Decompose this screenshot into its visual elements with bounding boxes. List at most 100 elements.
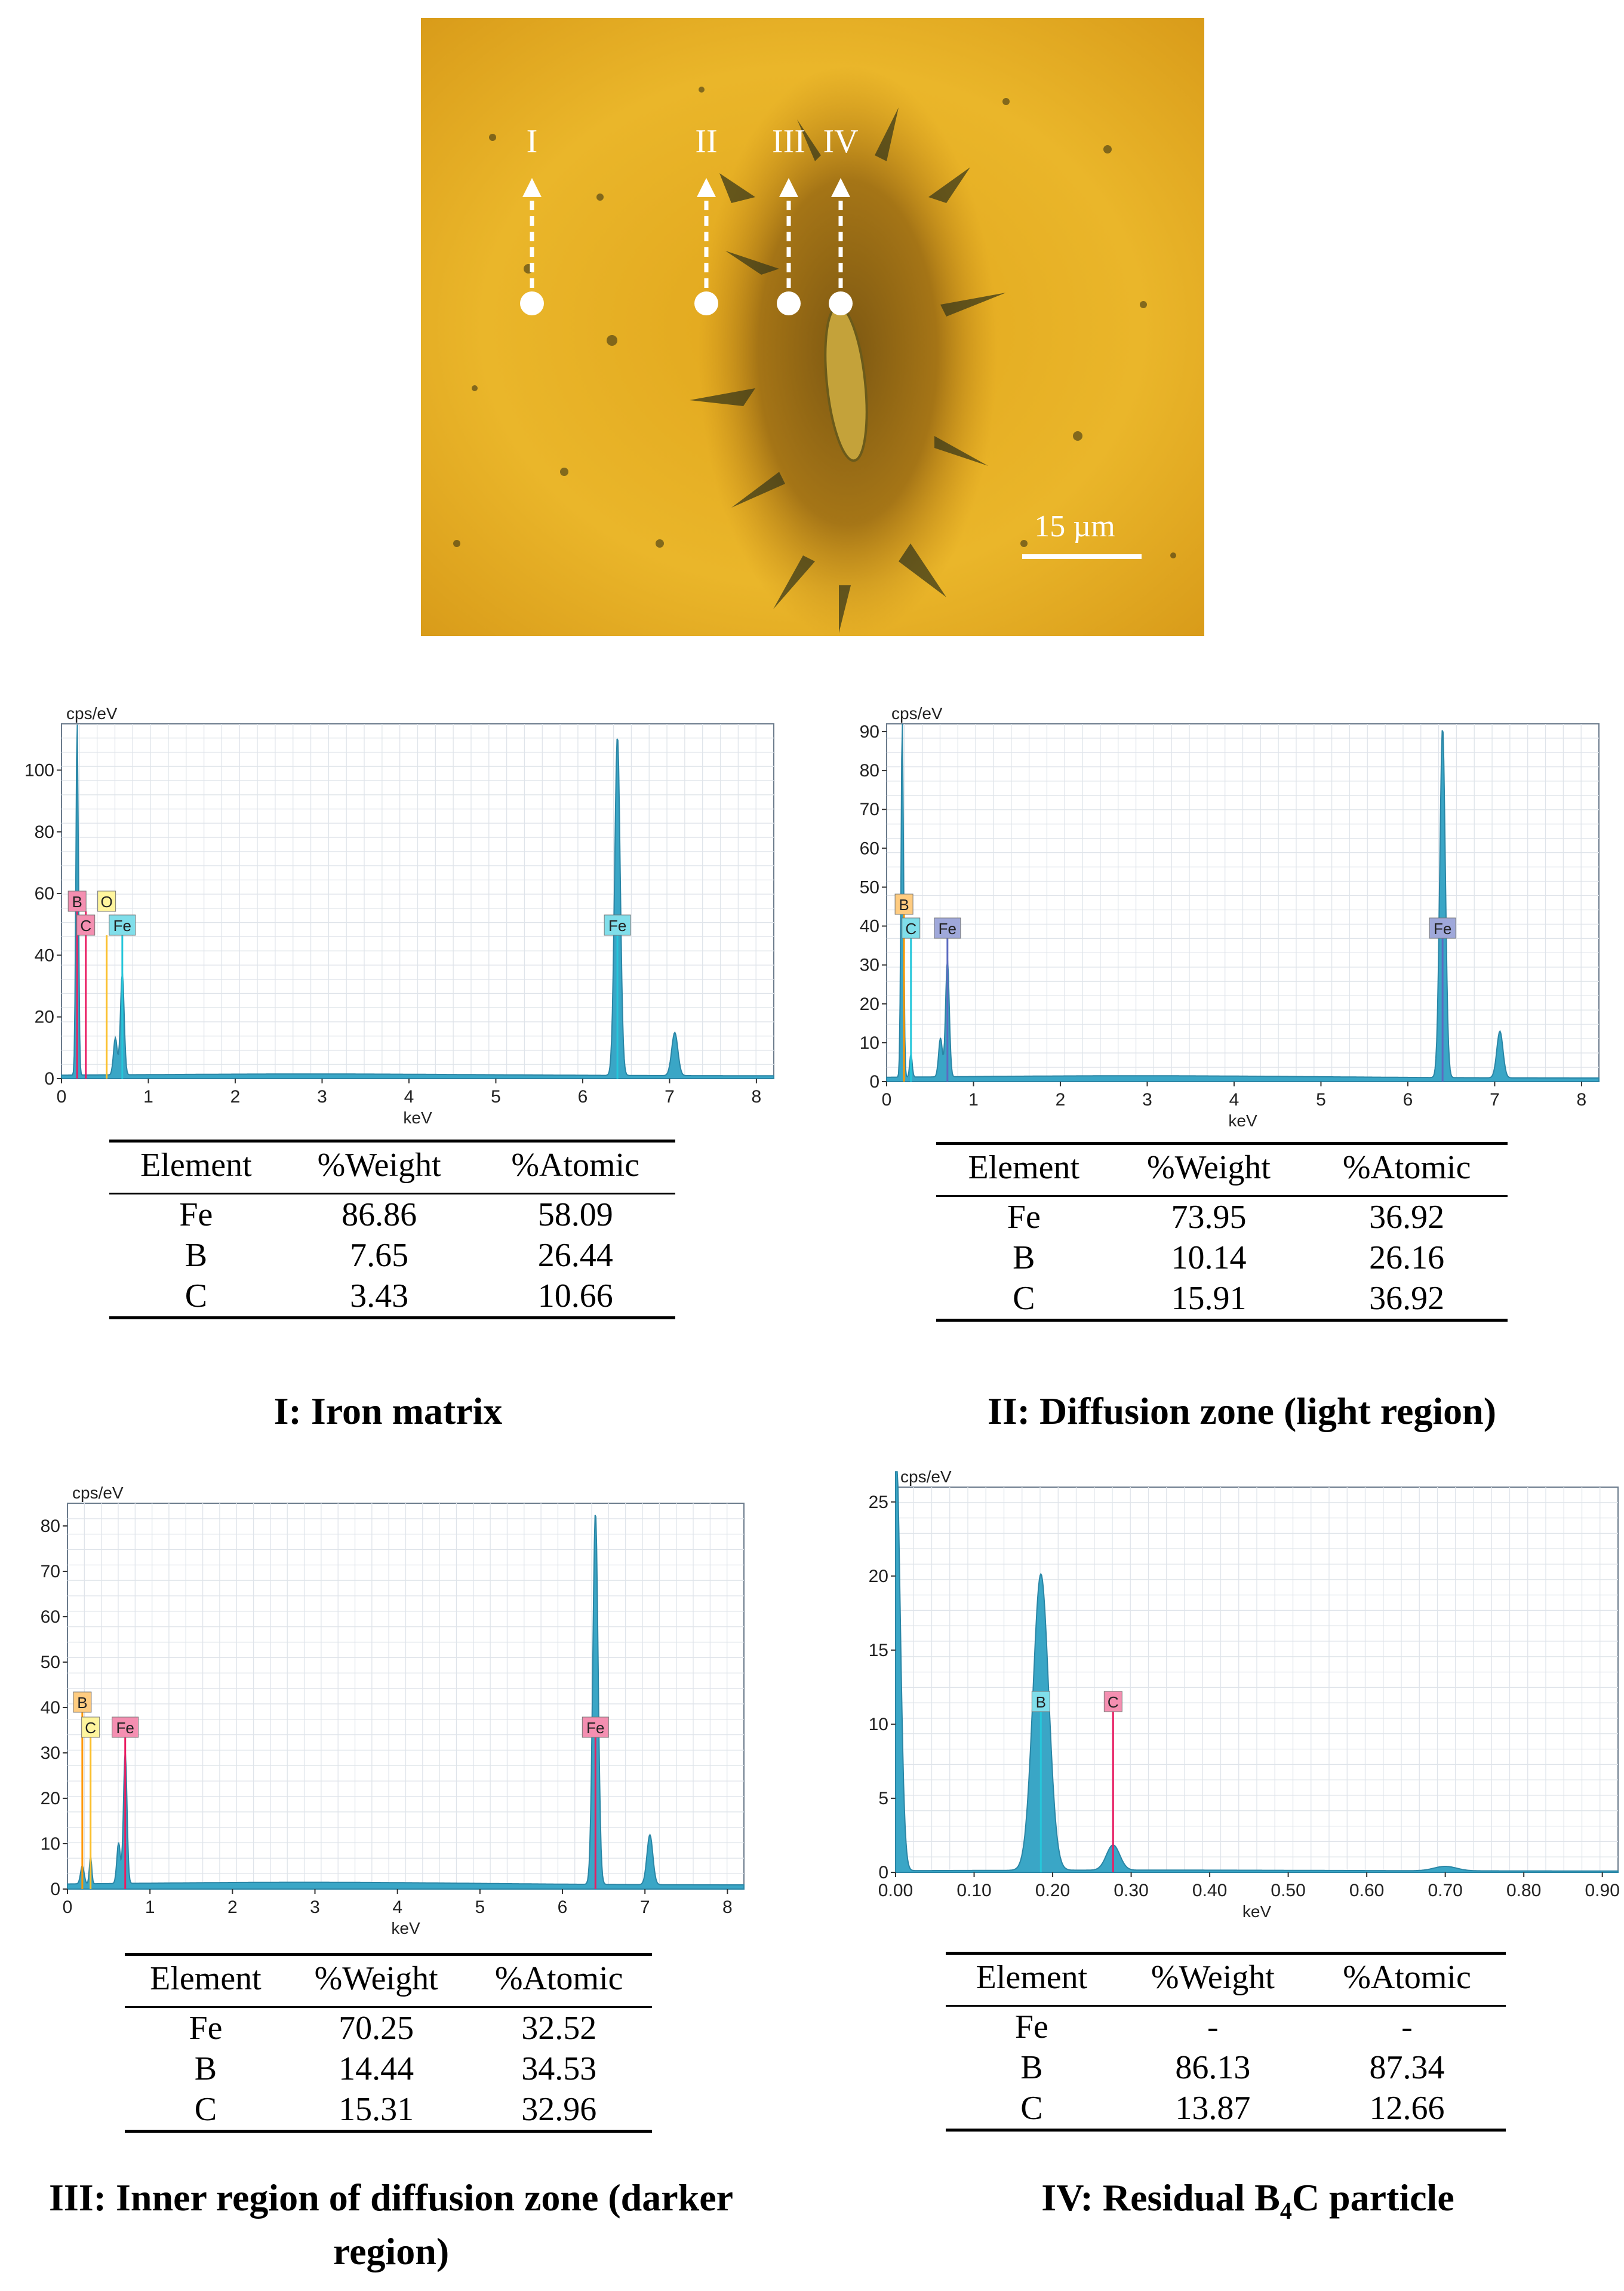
peak-label-box — [76, 914, 96, 936]
table-header-cell: Element — [140, 1147, 252, 1184]
caption-residual-b4c-subscript: 4 — [1279, 2197, 1292, 2224]
micrograph-image: I II III IV 15 µm — [421, 18, 1204, 636]
x-tick-label: 5 — [491, 1087, 501, 1107]
y-tick-label: 10 — [41, 1834, 60, 1854]
y-tick-label: 0 — [869, 1072, 879, 1092]
caption-iron-matrix: I: Iron matrix — [273, 1390, 503, 1432]
table-header-row: Element %Weight %Atomic — [109, 1141, 675, 1194]
y-tick-label: 10 — [860, 1033, 879, 1053]
table-row: C 15.31 32.96 — [125, 2089, 652, 2132]
x-tick-label: 3 — [317, 1087, 327, 1107]
grid — [61, 724, 774, 1079]
caption-residual-b4c-prefix: IV: Residual B — [1041, 2176, 1280, 2219]
x-axis-label: keV — [1242, 1902, 1272, 1921]
peak-label: Fe — [939, 920, 956, 938]
y-tick-label: 40 — [35, 945, 54, 965]
x-tick-label: 4 — [404, 1087, 414, 1107]
table-cell: 36.92 — [1369, 1280, 1445, 1317]
y-tick-label: 30 — [41, 1743, 60, 1763]
y-tick-label: 10 — [869, 1715, 888, 1734]
y-tick-label: 15 — [869, 1641, 888, 1660]
table-cell: 13.87 — [1175, 2090, 1251, 2127]
x-tick-label: 3 — [310, 1897, 320, 1917]
table-cell: 15.31 — [339, 2091, 414, 2128]
micrograph-label-iv: IV — [823, 123, 858, 160]
composition-table-2: Element %Weight %Atomic Fe 73.95 36.92 B 10.14 2… — [936, 1142, 1508, 1322]
peak-label-box — [109, 914, 136, 936]
y-tick-label: 100 — [24, 760, 54, 780]
y-tick-label: 20 — [35, 1008, 54, 1027]
table-row: B 86.13 87.34 — [946, 2047, 1506, 2088]
caption-diffusion-zone-light: II: Diffusion zone (light region) — [987, 1390, 1497, 1432]
peak-label-box — [81, 1716, 100, 1738]
composition-table-1: Element %Weight %Atomic Fe 86.86 58.09 B 7.65 26… — [109, 1140, 675, 1319]
x-tick-label: 6 — [558, 1897, 568, 1917]
table-header-row: Element %Weight %Atomic — [125, 1954, 652, 2007]
peak-label: C — [905, 920, 916, 938]
x-tick-label: 7 — [640, 1897, 650, 1917]
x-tick-label: 8 — [752, 1087, 762, 1107]
table-cell: B — [1020, 2049, 1043, 2086]
table-cell: - — [1207, 2009, 1219, 2046]
table-cell: 70.25 — [339, 2010, 414, 2047]
x-tick-label: 6 — [578, 1087, 588, 1107]
y-tick-label: 70 — [41, 1562, 60, 1581]
table-row: C 13.87 12.66 — [946, 2088, 1506, 2130]
y-tick-label: 30 — [860, 956, 879, 975]
table-header-row: Element %Weight %Atomic — [946, 1953, 1506, 2006]
x-axis-label: keV — [403, 1108, 432, 1127]
table-header-cell: %Weight — [314, 1960, 438, 1997]
peak-label: B — [77, 1694, 87, 1712]
x-tick-label: 7 — [1490, 1090, 1500, 1110]
peak-label-box — [934, 917, 961, 939]
table-cell: 15.91 — [1171, 1280, 1247, 1317]
x-axis-label: keV — [1228, 1111, 1257, 1130]
scale-bar — [1022, 554, 1142, 559]
peak-label: Fe — [608, 917, 626, 935]
y-tick-label: 20 — [860, 994, 879, 1014]
caption-diffusion-zone-dark-line1: III: Inner region of diffusion zone (dar… — [48, 2176, 734, 2219]
spectrum-area — [886, 723, 1600, 1082]
peak-label: C — [1108, 1693, 1119, 1711]
y-tick-label: 60 — [41, 1607, 60, 1627]
y-tick-label: 40 — [41, 1698, 60, 1718]
x-tick-label: 8 — [722, 1897, 733, 1917]
spectrum-chart-1: 0 20 40 60 80 100 0 1 2 3 4 5 6 7 8 keV cps/eV B OC Fe Fe — [24, 704, 774, 1127]
peak-label: B — [899, 896, 909, 914]
table-row: B 7.65 26.44 — [109, 1235, 675, 1276]
x-tick-label: 0.90 — [1585, 1881, 1620, 1900]
x-tick-label: 5 — [1316, 1090, 1326, 1110]
table-cell: Fe — [1007, 1199, 1041, 1236]
caption-residual-b4c-suffix: C particle — [1291, 2176, 1454, 2219]
x-tick-label: 0.30 — [1114, 1881, 1148, 1900]
x-tick-label: 0.80 — [1506, 1881, 1541, 1900]
y-axis-label: cps/eV — [900, 1467, 952, 1486]
peak-label-box — [1031, 1691, 1050, 1712]
table-cell: 32.96 — [521, 2091, 597, 2128]
x-tick-label: 0 — [882, 1090, 892, 1110]
x-tick-label: 0 — [63, 1897, 73, 1917]
table-cell: B — [184, 1237, 208, 1274]
spectrum-area — [67, 1515, 745, 1890]
peak-label-box — [97, 890, 116, 912]
table-row: C 3.43 10.66 — [109, 1276, 675, 1318]
table-cell: Fe — [189, 2010, 223, 2047]
y-axis-label: cps/eV — [72, 1484, 124, 1502]
table-row: Fe - - — [946, 2006, 1506, 2048]
x-tick-label: 1 — [143, 1087, 153, 1107]
peak-label: Fe — [113, 917, 131, 935]
table-cell: C — [184, 1277, 208, 1315]
table-cell: 73.95 — [1171, 1199, 1247, 1236]
peak-label: B — [72, 893, 82, 911]
table-row: B 10.14 26.16 — [936, 1237, 1508, 1278]
peak-label-box — [112, 1716, 139, 1738]
x-tick-label: 0.40 — [1192, 1881, 1227, 1900]
table-cell: 12.66 — [1369, 2090, 1445, 2127]
x-tick-label: 8 — [1577, 1090, 1587, 1110]
y-tick-label: 90 — [860, 722, 879, 742]
x-tick-label: 0.20 — [1035, 1881, 1070, 1900]
micrograph-label-ii: II — [695, 123, 717, 160]
table-cell: B — [1013, 1239, 1035, 1276]
micrograph-label-iii: III — [772, 123, 805, 160]
table-cell: 87.34 — [1369, 2049, 1445, 2086]
